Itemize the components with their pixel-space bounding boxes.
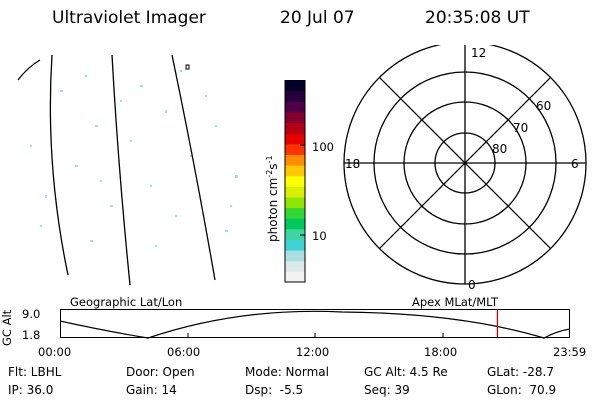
colorbar-segment [285, 260, 305, 272]
colorbar-segment [285, 90, 305, 102]
mlt-6-label: 6 [571, 157, 579, 171]
colorbar-segment [285, 101, 305, 113]
filter-value: Flt: LBHL [8, 365, 62, 379]
colorbar-segment [285, 165, 305, 177]
instrument-title: Ultraviolet Imager [52, 8, 206, 28]
colorbar-segment [285, 111, 305, 124]
altitude-curve [60, 310, 571, 339]
dsp-value: Dsp: -5.5 [245, 383, 304, 397]
door-status: Door: Open [126, 365, 195, 379]
colorbar-tick-100: 100 [312, 140, 334, 154]
colorbar-segment [285, 228, 305, 240]
apex-coords-title: Apex MLat/MLT [412, 295, 499, 309]
colorbar-segment [285, 122, 305, 134]
glon-value: GLon: 70.9 [487, 383, 557, 397]
aurora-speckle [30, 70, 238, 247]
sequence-value: Seq: 39 [364, 383, 410, 397]
time-tick-3: 18:00 [424, 345, 458, 359]
orbit-ymax-label: 9.0 [22, 307, 41, 321]
mlt-12-label: 12 [471, 46, 486, 60]
mlat-70-label: 70 [513, 121, 528, 135]
date-label: 20 Jul 07 [280, 8, 355, 28]
mlat-80-label: 80 [492, 142, 507, 156]
colorbar-segment [285, 271, 305, 283]
orbit-axis-label: GC Alt [0, 309, 14, 346]
gain-value: Gain: 14 [126, 383, 177, 397]
colorbar-tick-10: 10 [312, 229, 327, 243]
time-tick-1: 06:00 [167, 345, 201, 359]
polar-grid: 12 18 6 0 60 70 80 [343, 45, 587, 292]
colorbar-segment [285, 143, 305, 155]
colorbar-segment [285, 239, 305, 251]
colorbar-segment [285, 250, 305, 262]
subsatellite-marker [185, 64, 190, 70]
colorbar-unit-label: photon cm-2s-1 [265, 155, 280, 242]
colorbar-segment [285, 186, 305, 198]
geographic-coords-title: Geographic Lat/Lon [70, 295, 183, 309]
colorbar-segment [285, 218, 305, 230]
mode-value: Mode: Normal [245, 365, 329, 379]
time-tick-4: 23:59 [553, 345, 587, 359]
colorbar-segment [285, 196, 305, 209]
geographic-image [17, 55, 238, 286]
time-label: 20:35:08 UT [425, 8, 530, 28]
gc-altitude-value: GC Alt: 4.5 Re [364, 365, 448, 379]
mlt-18-label: 18 [345, 157, 360, 171]
colorbar-segment [285, 207, 305, 219]
colorbar-segment [285, 133, 305, 145]
time-tick-0: 00:00 [38, 345, 72, 359]
colorbar [284, 80, 306, 283]
time-tick-2: 12:00 [296, 345, 330, 359]
longitude-lines [17, 55, 216, 286]
colorbar-segment [285, 80, 305, 92]
mlat-60-label: 60 [536, 99, 551, 113]
ip-value: IP: 36.0 [8, 383, 54, 397]
mlt-0-label: 0 [468, 278, 476, 292]
colorbar-segment [285, 175, 305, 187]
orbit-altitude-plot [60, 309, 571, 339]
colorbar-segment [285, 154, 305, 166]
glat-value: GLat: -28.7 [487, 365, 554, 379]
orbit-ymin-label: 1.8 [22, 328, 41, 342]
